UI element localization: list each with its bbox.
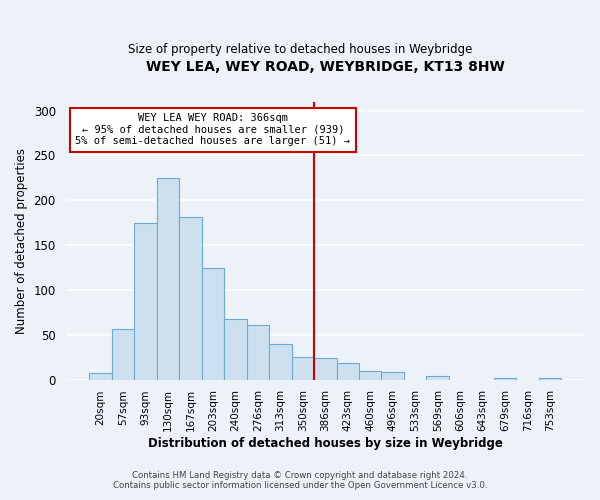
Bar xyxy=(314,358,337,380)
X-axis label: Distribution of detached houses by size in Weybridge: Distribution of detached houses by size … xyxy=(148,437,503,450)
Bar xyxy=(539,378,562,380)
Bar xyxy=(89,374,112,380)
Title: WEY LEA, WEY ROAD, WEYBRIDGE, KT13 8HW: WEY LEA, WEY ROAD, WEYBRIDGE, KT13 8HW xyxy=(146,60,505,74)
Bar xyxy=(157,178,179,380)
Bar xyxy=(224,318,247,380)
Y-axis label: Number of detached properties: Number of detached properties xyxy=(15,148,28,334)
Text: Contains HM Land Registry data © Crown copyright and database right 2024.
Contai: Contains HM Land Registry data © Crown c… xyxy=(113,470,487,490)
Bar xyxy=(269,344,292,380)
Bar xyxy=(337,362,359,380)
Text: WEY LEA WEY ROAD: 366sqm
← 95% of detached houses are smaller (939)
5% of semi-d: WEY LEA WEY ROAD: 366sqm ← 95% of detach… xyxy=(76,113,350,146)
Text: Size of property relative to detached houses in Weybridge: Size of property relative to detached ho… xyxy=(128,42,472,56)
Bar xyxy=(202,268,224,380)
Bar xyxy=(112,330,134,380)
Bar xyxy=(292,357,314,380)
Bar xyxy=(359,370,382,380)
Bar xyxy=(247,325,269,380)
Bar xyxy=(494,378,517,380)
Bar xyxy=(427,376,449,380)
Bar xyxy=(382,372,404,380)
Bar xyxy=(179,218,202,380)
Bar xyxy=(134,222,157,380)
